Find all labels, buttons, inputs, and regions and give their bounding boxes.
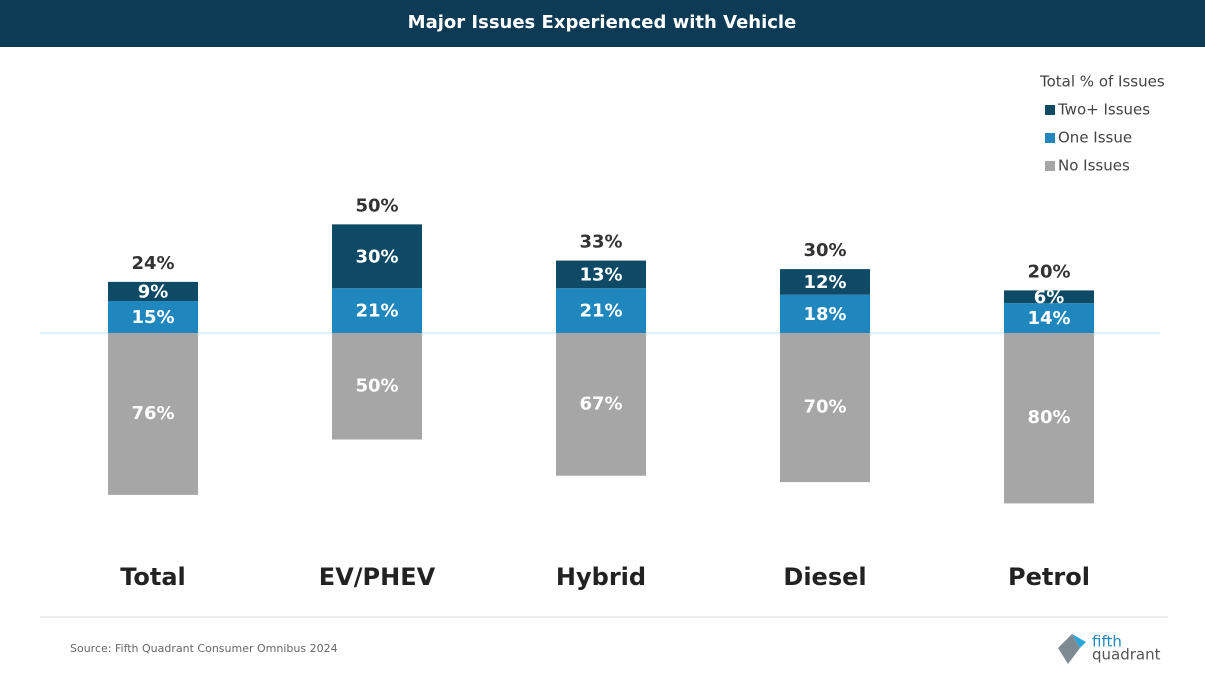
header-bar [0, 0, 1205, 47]
source: Source: Fifth Quadrant Consumer Omnibus … [70, 642, 338, 655]
logo-icon-accent [1072, 634, 1086, 648]
legend-swatch [1045, 161, 1055, 171]
data-label: 15% [131, 307, 174, 328]
bar-segment [780, 294, 870, 333]
x-tick-label: Petrol [1008, 563, 1090, 591]
data-label: 21% [579, 301, 622, 322]
logo-icon [1058, 634, 1080, 664]
bar-segment [108, 333, 198, 495]
legend-title: Total % of Issues [1039, 73, 1165, 91]
total-label: 20% [1027, 261, 1070, 282]
legend-swatch [1045, 105, 1055, 115]
bar-segment [556, 260, 646, 289]
data-label: 21% [355, 301, 398, 322]
legend-swatch [1045, 133, 1055, 143]
total-label: 33% [579, 232, 622, 253]
logo-text: fifth [1092, 633, 1122, 651]
data-label: 50% [355, 375, 398, 396]
data-label: 14% [1027, 308, 1070, 329]
data-label: 70% [803, 397, 846, 418]
bar-segment [1004, 333, 1094, 504]
logo-text: quadrant [1092, 646, 1161, 664]
data-label: 80% [1027, 407, 1070, 428]
bar-segment [780, 269, 870, 295]
bar-segment [556, 333, 646, 476]
bar-segment [1004, 290, 1094, 304]
data-label: 13% [579, 264, 622, 285]
x-tick-label: EV/PHEV [319, 563, 436, 591]
bar-segment [332, 224, 422, 289]
chart-title: Major Issues Experienced with Vehicle [408, 12, 797, 33]
data-label: 30% [355, 246, 398, 267]
data-label: 9% [138, 281, 169, 302]
data-label: 76% [131, 403, 174, 424]
bar-segment [332, 333, 422, 440]
data-label: 12% [803, 272, 846, 293]
data-label: 6% [1034, 287, 1065, 308]
legend-label: No Issues [1058, 157, 1130, 175]
total-label: 50% [355, 195, 398, 216]
x-tick-label: Diesel [783, 563, 866, 591]
data-label: 67% [579, 393, 622, 414]
bar-segment [108, 281, 198, 302]
bar-segment [556, 288, 646, 333]
total-label: 24% [131, 253, 174, 274]
bar-segment [780, 333, 870, 483]
x-tick-label: Total [120, 563, 186, 591]
bar-segment [332, 288, 422, 333]
legend-label: Two+ Issues [1057, 101, 1150, 119]
bar-segment [108, 301, 198, 333]
bar-segment [1004, 303, 1094, 333]
total-label: 30% [803, 240, 846, 261]
legend-label: One Issue [1058, 129, 1132, 147]
x-tick-label: Hybrid [556, 563, 646, 591]
data-label: 18% [803, 304, 846, 325]
